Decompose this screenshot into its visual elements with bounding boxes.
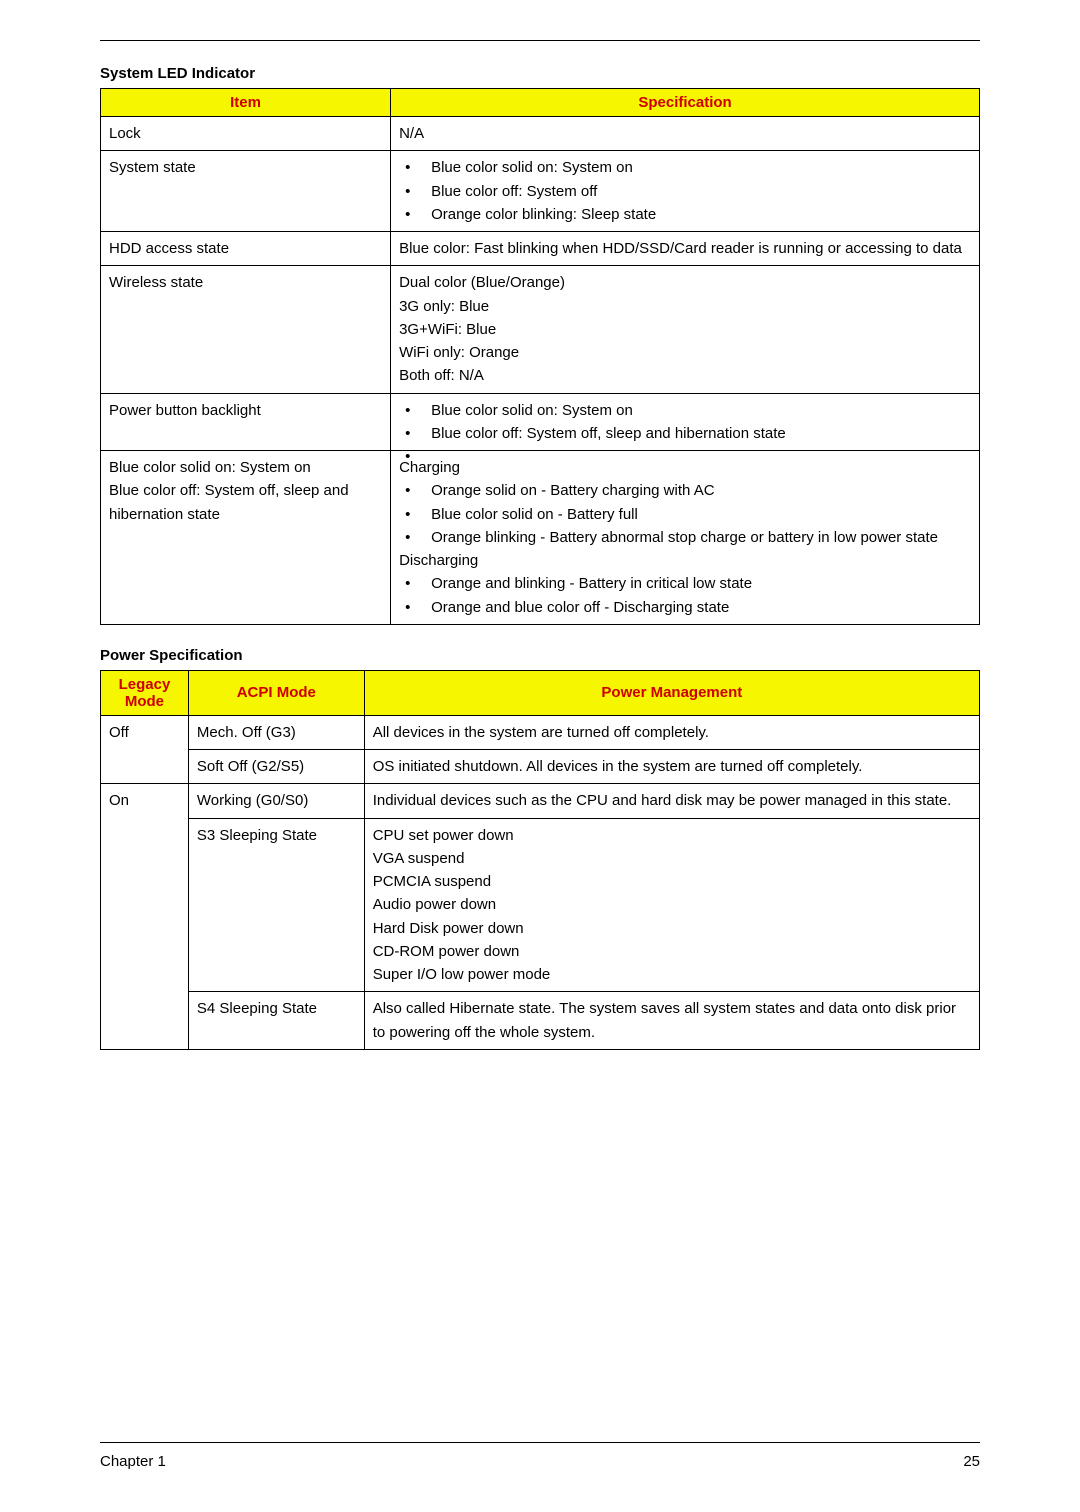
bullet-item: Blue color solid on: System on [399, 156, 971, 179]
cell: CPU set power down VGA suspend PCMCIA su… [364, 818, 979, 992]
cell: Dual color (Blue/Orange) 3G only: Blue 3… [391, 266, 980, 393]
cell: Individual devices such as the CPU and h… [364, 784, 979, 818]
bullet-item: Blue color solid on - Battery full [399, 503, 971, 526]
bullet-item: Orange and blue color off - Discharging … [399, 596, 971, 619]
table-row: Lock N/A [101, 117, 980, 151]
cell: N/A [391, 117, 980, 151]
top-rule [100, 40, 980, 41]
page-content: System LED Indicator Item Specification … [0, 0, 1080, 1112]
pwr-th-legacy: Legacy Mode [101, 670, 189, 715]
bullet-item: Blue color solid on: System on [399, 399, 971, 422]
cell: On [101, 784, 189, 1050]
table-row: Off Mech. Off (G3) All devices in the sy… [101, 715, 980, 749]
cell: Blue color solid on: System on Blue colo… [391, 393, 980, 451]
section2-title: Power Specification [100, 647, 980, 664]
cell: Blue color: Fast blinking when HDD/SSD/C… [391, 232, 980, 266]
page-footer: Chapter 1 25 [100, 1442, 980, 1470]
cell: Off [101, 715, 189, 784]
cell: All devices in the system are turned off… [364, 715, 979, 749]
line: Blue color solid on: System on [109, 456, 382, 479]
led-th-item: Item [101, 89, 391, 117]
led-th-spec: Specification [391, 89, 980, 117]
pwr-th-acpi: ACPI Mode [188, 670, 364, 715]
bullet-item: Orange solid on - Battery charging with … [399, 479, 971, 502]
table-row: System state Blue color solid on: System… [101, 151, 980, 232]
cell: Working (G0/S0) [188, 784, 364, 818]
bullet-item: Blue color off: System off, sleep and hi… [399, 422, 971, 445]
table-row: Wireless state Dual color (Blue/Orange) … [101, 266, 980, 393]
cell: OS initiated shutdown. All devices in th… [364, 750, 979, 784]
cell: S3 Sleeping State [188, 818, 364, 992]
cell: Lock [101, 117, 391, 151]
line: CD-ROM power down [373, 940, 971, 963]
line: Discharging [399, 549, 971, 572]
cell: Also called Hibernate state. The system … [364, 992, 979, 1050]
bullet-item: Orange color blinking: Sleep state [399, 203, 971, 226]
cell: Charging Orange solid on - Battery charg… [391, 451, 980, 625]
pwr-th-pm: Power Management [364, 670, 979, 715]
bullet-item: Orange blinking - Battery abnormal stop … [399, 526, 971, 549]
line: PCMCIA suspend [373, 870, 971, 893]
table-row: On Working (G0/S0) Individual devices su… [101, 784, 980, 818]
cell: HDD access state [101, 232, 391, 266]
section1-title: System LED Indicator [100, 65, 980, 82]
power-spec-table: Legacy Mode ACPI Mode Power Management O… [100, 670, 980, 1050]
line: Dual color (Blue/Orange) [399, 271, 971, 294]
line: 3G+WiFi: Blue [399, 318, 971, 341]
cell: S4 Sleeping State [188, 992, 364, 1050]
line: Hard Disk power down [373, 917, 971, 940]
line: Super I/O low power mode [373, 963, 971, 986]
table-row: Power button backlight Blue color solid … [101, 393, 980, 451]
cell: System state [101, 151, 391, 232]
table-row: Blue color solid on: System on Blue colo… [101, 451, 980, 625]
table-row: Soft Off (G2/S5) OS initiated shutdown. … [101, 750, 980, 784]
cell: Blue color solid on: System on Blue colo… [101, 451, 391, 625]
bullet-item: Orange and blinking - Battery in critica… [399, 572, 971, 595]
bullet-item: Blue color off: System off [399, 180, 971, 203]
cell: Blue color solid on: System on Blue colo… [391, 151, 980, 232]
led-indicator-table: Item Specification Lock N/A System state… [100, 88, 980, 625]
table-row: S3 Sleeping State CPU set power down VGA… [101, 818, 980, 992]
line: Charging [399, 456, 971, 479]
line: VGA suspend [373, 847, 971, 870]
cell: Power button backlight [101, 393, 391, 451]
line: CPU set power down [373, 824, 971, 847]
cell: Soft Off (G2/S5) [188, 750, 364, 784]
footer-left: Chapter 1 [100, 1453, 166, 1470]
footer-right: 25 [963, 1453, 980, 1470]
line: WiFi only: Orange [399, 341, 971, 364]
line: Blue color off: System off, sleep and hi… [109, 479, 382, 526]
table-row: S4 Sleeping State Also called Hibernate … [101, 992, 980, 1050]
cell: Wireless state [101, 266, 391, 393]
line: Audio power down [373, 893, 971, 916]
line: 3G only: Blue [399, 295, 971, 318]
table-row: HDD access state Blue color: Fast blinki… [101, 232, 980, 266]
cell: Mech. Off (G3) [188, 715, 364, 749]
line: Both off: N/A [399, 364, 971, 387]
